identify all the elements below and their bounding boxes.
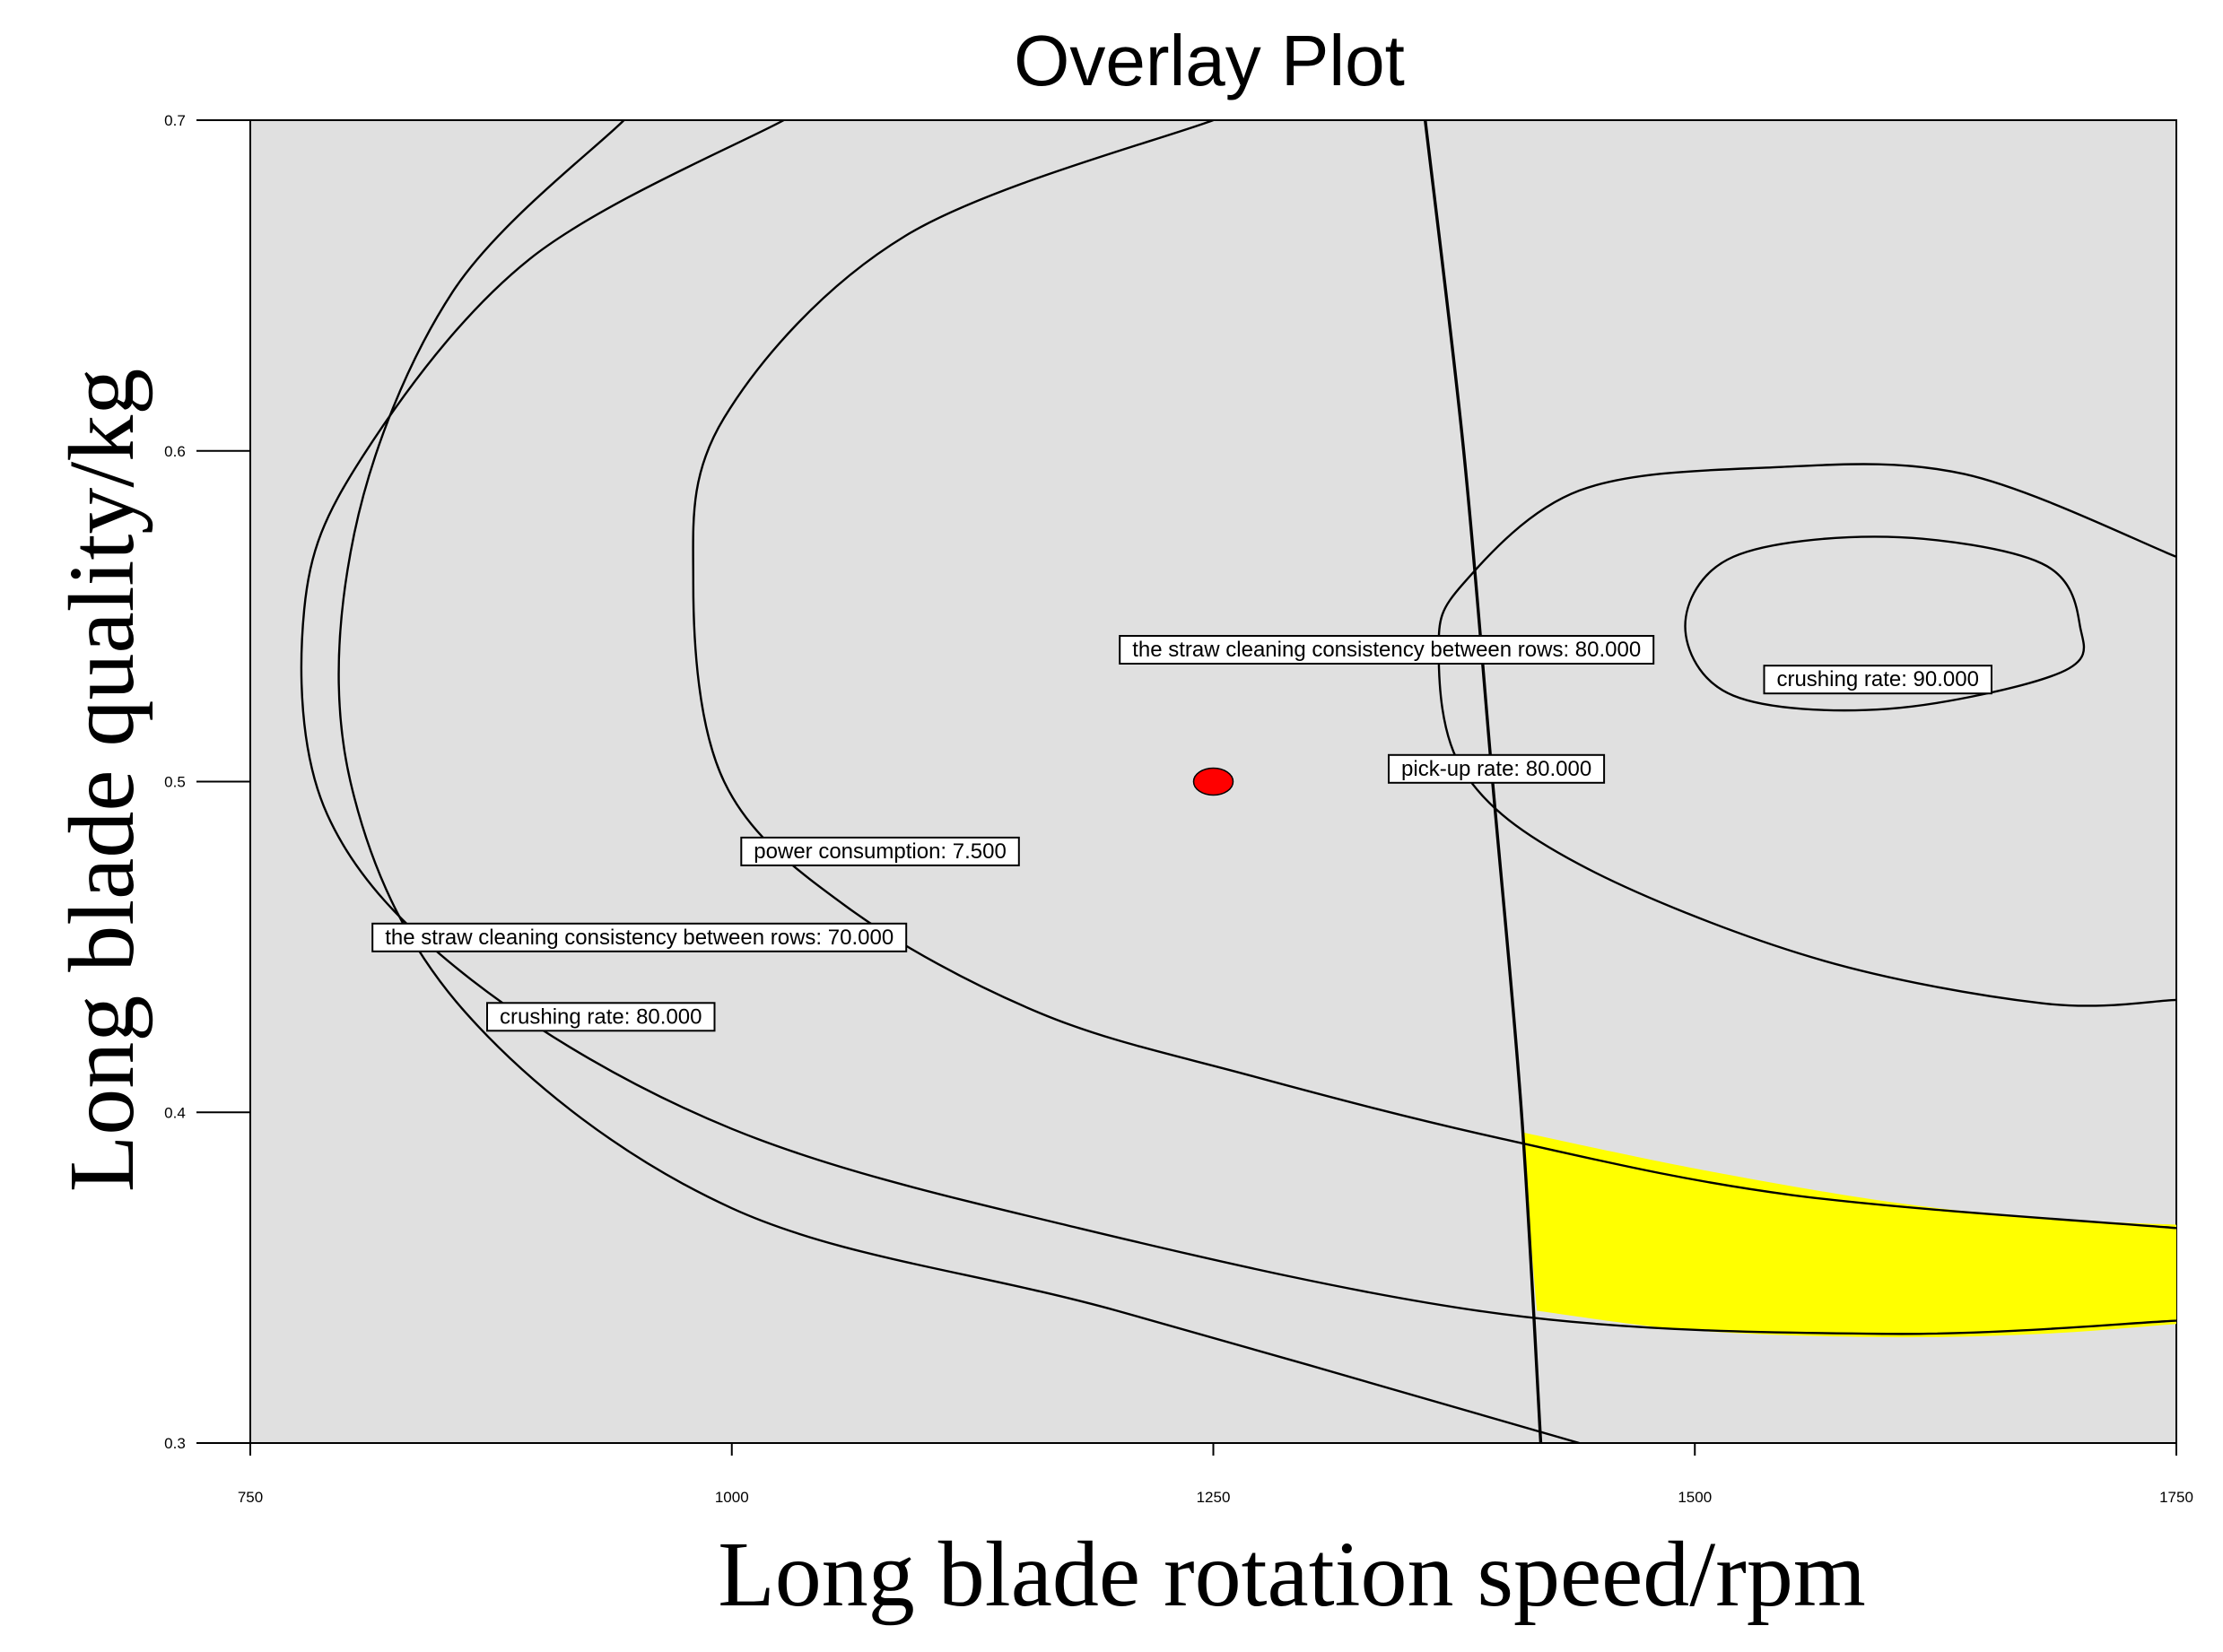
contour-curve-1 [337, 120, 1580, 1443]
y-tick-label: 0.4 [164, 1104, 186, 1121]
contour-label-box [1388, 753, 1606, 784]
contour-label: the straw cleaning consistency between r… [1119, 635, 1655, 665]
contour-label-box [740, 836, 1020, 866]
contour-label-text: the straw cleaning consistency between r… [385, 926, 894, 950]
contour-label-box [486, 1002, 716, 1032]
contour-label-box [1119, 635, 1655, 665]
contour-labels-layer: the straw cleaning consistency between r… [371, 635, 1992, 1032]
contour-curve-3 [692, 120, 2176, 1230]
contour-label-box [1763, 665, 1992, 695]
contour-label: pick-up rate: 80.000 [1388, 753, 1606, 784]
contour-label-text: power consumption: 7.500 [754, 839, 1007, 864]
y-tick-label: 0.3 [164, 1435, 186, 1452]
y-tick-label: 0.7 [164, 112, 186, 129]
x-tick-label: 1750 [2159, 1489, 2193, 1506]
contour-label-box [371, 922, 908, 952]
design-point-layer [1192, 767, 1234, 796]
y-tick-label: 0.5 [164, 774, 186, 791]
contour-curve-6 [1684, 535, 2086, 712]
axis-ticks-layer: 750 1000 1250 1500 1750 0.3 0.4 0.5 0.6 0.7 [164, 112, 2193, 1506]
feasible-region [1521, 1132, 2176, 1338]
x-axis-title: Long blade rotation speed/rpm [718, 1523, 1865, 1626]
chart-title: Overlay Plot [1014, 21, 1405, 100]
contour-label: crushing rate: 80.000 [486, 1002, 716, 1032]
x-tick-label: 1500 [1678, 1489, 1712, 1506]
contour-label: power consumption: 7.500 [740, 836, 1020, 866]
y-axis-title: Long blade quality/kg [50, 369, 153, 1192]
contour-label-text: crushing rate: 90.000 [1776, 667, 1978, 691]
x-tick-label: 1000 [715, 1489, 749, 1506]
y-tick-label: 0.6 [164, 443, 186, 460]
contour-label-text: crushing rate: 80.000 [500, 1004, 702, 1029]
feasible-region-layer [1521, 1132, 2176, 1338]
contour-label: crushing rate: 90.000 [1763, 665, 1992, 695]
x-tick-label: 1250 [1197, 1489, 1231, 1506]
contour-label: the straw cleaning consistency between r… [371, 922, 908, 952]
x-tick-label: 750 [238, 1489, 263, 1506]
design-point-marker [1192, 767, 1234, 796]
contour-label-text: the straw cleaning consistency between r… [1132, 638, 1641, 662]
contour-curve-2 [300, 120, 2176, 1335]
contour-label-text: pick-up rate: 80.000 [1401, 757, 1591, 781]
